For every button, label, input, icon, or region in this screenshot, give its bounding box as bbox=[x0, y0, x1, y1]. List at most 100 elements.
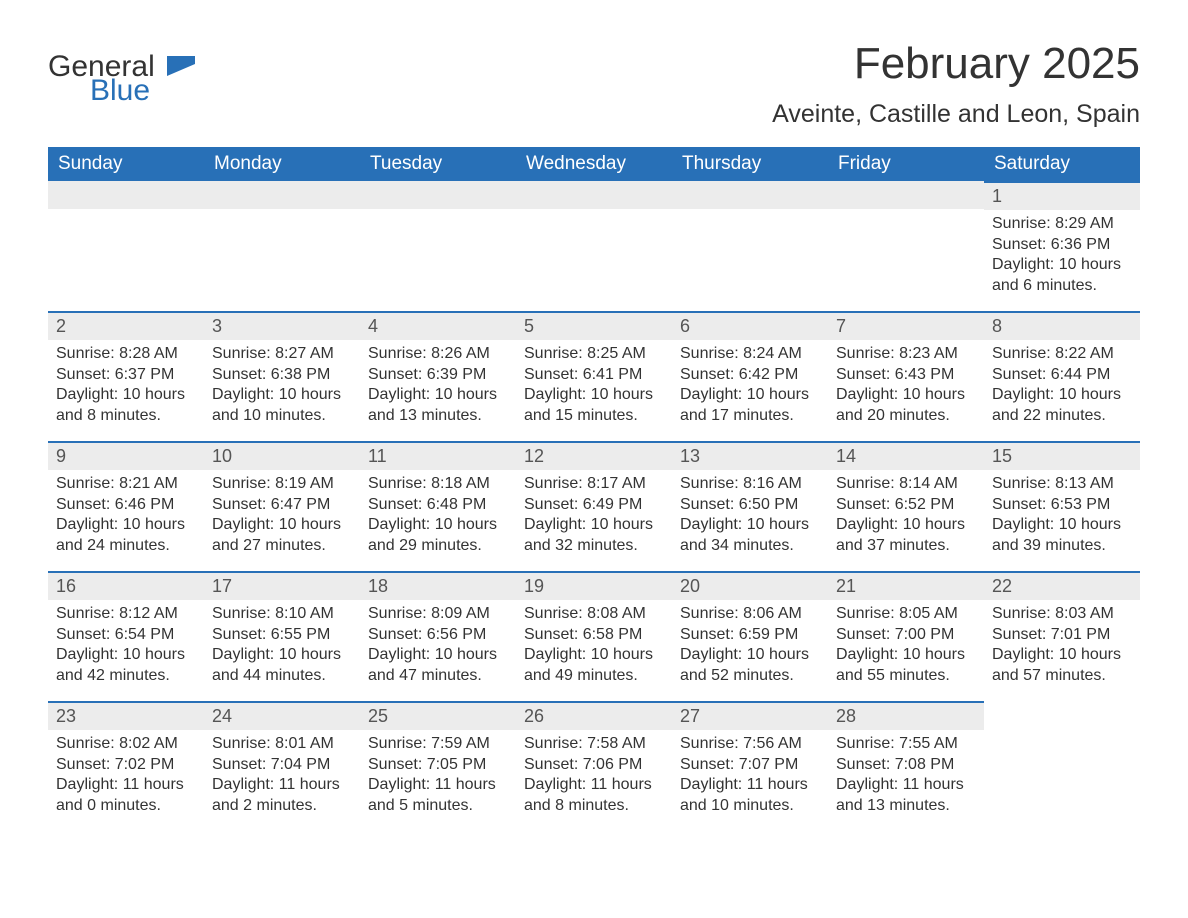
calendar-day: 24Sunrise: 8:01 AMSunset: 7:04 PMDayligh… bbox=[204, 701, 360, 831]
calendar-day: 18Sunrise: 8:09 AMSunset: 6:56 PMDayligh… bbox=[360, 571, 516, 701]
day-number: 21 bbox=[828, 571, 984, 600]
daylight-text: Daylight: 10 hours and 22 minutes. bbox=[992, 385, 1132, 426]
sunset-text: Sunset: 7:04 PM bbox=[212, 755, 352, 775]
day-number: 13 bbox=[672, 441, 828, 470]
sunset-text: Sunset: 6:44 PM bbox=[992, 365, 1132, 385]
header: General Blue February 2025 Aveinte, Cast… bbox=[48, 40, 1140, 129]
sunset-text: Sunset: 6:39 PM bbox=[368, 365, 508, 385]
sunrise-text: Sunrise: 8:27 AM bbox=[212, 344, 352, 364]
sunrise-text: Sunrise: 8:18 AM bbox=[368, 474, 508, 494]
day-details: Sunrise: 8:09 AMSunset: 6:56 PMDaylight:… bbox=[360, 600, 516, 696]
daylight-text: Daylight: 11 hours and 0 minutes. bbox=[56, 775, 196, 816]
sunrise-text: Sunrise: 8:21 AM bbox=[56, 474, 196, 494]
day-number: 8 bbox=[984, 311, 1140, 340]
day-details: Sunrise: 8:13 AMSunset: 6:53 PMDaylight:… bbox=[984, 470, 1140, 566]
sunset-text: Sunset: 6:54 PM bbox=[56, 625, 196, 645]
day-details: Sunrise: 8:29 AMSunset: 6:36 PMDaylight:… bbox=[984, 210, 1140, 306]
sunset-text: Sunset: 6:59 PM bbox=[680, 625, 820, 645]
day-number: 17 bbox=[204, 571, 360, 600]
daylight-text: Daylight: 10 hours and 44 minutes. bbox=[212, 645, 352, 686]
calendar-day: 4Sunrise: 8:26 AMSunset: 6:39 PMDaylight… bbox=[360, 311, 516, 441]
calendar-day: 3Sunrise: 8:27 AMSunset: 6:38 PMDaylight… bbox=[204, 311, 360, 441]
calendar-day: 28Sunrise: 7:55 AMSunset: 7:08 PMDayligh… bbox=[828, 701, 984, 831]
sunset-text: Sunset: 7:07 PM bbox=[680, 755, 820, 775]
day-number: 3 bbox=[204, 311, 360, 340]
day-number: 4 bbox=[360, 311, 516, 340]
day-details: Sunrise: 8:06 AMSunset: 6:59 PMDaylight:… bbox=[672, 600, 828, 696]
day-number: 14 bbox=[828, 441, 984, 470]
calendar-week: 1Sunrise: 8:29 AMSunset: 6:36 PMDaylight… bbox=[48, 181, 1140, 311]
sunrise-text: Sunrise: 8:24 AM bbox=[680, 344, 820, 364]
day-details: Sunrise: 7:59 AMSunset: 7:05 PMDaylight:… bbox=[360, 730, 516, 826]
sunrise-text: Sunrise: 8:12 AM bbox=[56, 604, 196, 624]
sunset-text: Sunset: 6:58 PM bbox=[524, 625, 664, 645]
calendar-day: 26Sunrise: 7:58 AMSunset: 7:06 PMDayligh… bbox=[516, 701, 672, 831]
day-details: Sunrise: 8:28 AMSunset: 6:37 PMDaylight:… bbox=[48, 340, 204, 436]
sunrise-text: Sunrise: 8:25 AM bbox=[524, 344, 664, 364]
location-label: Aveinte, Castille and Leon, Spain bbox=[772, 100, 1140, 129]
daylight-text: Daylight: 10 hours and 10 minutes. bbox=[212, 385, 352, 426]
day-number: 19 bbox=[516, 571, 672, 600]
calendar-week: 2Sunrise: 8:28 AMSunset: 6:37 PMDaylight… bbox=[48, 311, 1140, 441]
calendar-day: 8Sunrise: 8:22 AMSunset: 6:44 PMDaylight… bbox=[984, 311, 1140, 441]
calendar-day: 16Sunrise: 8:12 AMSunset: 6:54 PMDayligh… bbox=[48, 571, 204, 701]
sunset-text: Sunset: 6:46 PM bbox=[56, 495, 196, 515]
daylight-text: Daylight: 11 hours and 5 minutes. bbox=[368, 775, 508, 816]
calendar-head: SundayMondayTuesdayWednesdayThursdayFrid… bbox=[48, 147, 1140, 181]
calendar-table: SundayMondayTuesdayWednesdayThursdayFrid… bbox=[48, 147, 1140, 831]
day-details: Sunrise: 8:21 AMSunset: 6:46 PMDaylight:… bbox=[48, 470, 204, 566]
daylight-text: Daylight: 10 hours and 6 minutes. bbox=[992, 255, 1132, 296]
calendar-day: 15Sunrise: 8:13 AMSunset: 6:53 PMDayligh… bbox=[984, 441, 1140, 571]
day-number: 5 bbox=[516, 311, 672, 340]
day-number: 27 bbox=[672, 701, 828, 730]
day-details: Sunrise: 8:19 AMSunset: 6:47 PMDaylight:… bbox=[204, 470, 360, 566]
daylight-text: Daylight: 10 hours and 32 minutes. bbox=[524, 515, 664, 556]
daylight-text: Daylight: 10 hours and 52 minutes. bbox=[680, 645, 820, 686]
calendar-day: 27Sunrise: 7:56 AMSunset: 7:07 PMDayligh… bbox=[672, 701, 828, 831]
day-number: 24 bbox=[204, 701, 360, 730]
calendar-week: 16Sunrise: 8:12 AMSunset: 6:54 PMDayligh… bbox=[48, 571, 1140, 701]
sunrise-text: Sunrise: 8:26 AM bbox=[368, 344, 508, 364]
day-details: Sunrise: 8:12 AMSunset: 6:54 PMDaylight:… bbox=[48, 600, 204, 696]
sunrise-text: Sunrise: 8:23 AM bbox=[836, 344, 976, 364]
day-details: Sunrise: 8:17 AMSunset: 6:49 PMDaylight:… bbox=[516, 470, 672, 566]
calendar-week: 23Sunrise: 8:02 AMSunset: 7:02 PMDayligh… bbox=[48, 701, 1140, 831]
sunset-text: Sunset: 6:56 PM bbox=[368, 625, 508, 645]
daylight-text: Daylight: 10 hours and 37 minutes. bbox=[836, 515, 976, 556]
day-number: 18 bbox=[360, 571, 516, 600]
calendar-day: 7Sunrise: 8:23 AMSunset: 6:43 PMDaylight… bbox=[828, 311, 984, 441]
sunset-text: Sunset: 6:42 PM bbox=[680, 365, 820, 385]
sunset-text: Sunset: 6:55 PM bbox=[212, 625, 352, 645]
day-number: 25 bbox=[360, 701, 516, 730]
day-details: Sunrise: 8:25 AMSunset: 6:41 PMDaylight:… bbox=[516, 340, 672, 436]
daylight-text: Daylight: 10 hours and 29 minutes. bbox=[368, 515, 508, 556]
calendar-day: 25Sunrise: 7:59 AMSunset: 7:05 PMDayligh… bbox=[360, 701, 516, 831]
daylight-text: Daylight: 11 hours and 10 minutes. bbox=[680, 775, 820, 816]
sunrise-text: Sunrise: 8:14 AM bbox=[836, 474, 976, 494]
daylight-text: Daylight: 10 hours and 55 minutes. bbox=[836, 645, 976, 686]
sunset-text: Sunset: 7:08 PM bbox=[836, 755, 976, 775]
day-details: Sunrise: 8:16 AMSunset: 6:50 PMDaylight:… bbox=[672, 470, 828, 566]
calendar-day: 21Sunrise: 8:05 AMSunset: 7:00 PMDayligh… bbox=[828, 571, 984, 701]
day-number: 2 bbox=[48, 311, 204, 340]
day-details: Sunrise: 8:26 AMSunset: 6:39 PMDaylight:… bbox=[360, 340, 516, 436]
day-details: Sunrise: 8:05 AMSunset: 7:00 PMDaylight:… bbox=[828, 600, 984, 696]
sunrise-text: Sunrise: 8:10 AM bbox=[212, 604, 352, 624]
sunset-text: Sunset: 6:50 PM bbox=[680, 495, 820, 515]
day-number: 16 bbox=[48, 571, 204, 600]
day-number: 26 bbox=[516, 701, 672, 730]
sunrise-text: Sunrise: 7:55 AM bbox=[836, 734, 976, 754]
sunrise-text: Sunrise: 7:59 AM bbox=[368, 734, 508, 754]
page-title: February 2025 bbox=[772, 40, 1140, 88]
daylight-text: Daylight: 10 hours and 39 minutes. bbox=[992, 515, 1132, 556]
calendar-day: 2Sunrise: 8:28 AMSunset: 6:37 PMDaylight… bbox=[48, 311, 204, 441]
day-number: 15 bbox=[984, 441, 1140, 470]
sunset-text: Sunset: 7:00 PM bbox=[836, 625, 976, 645]
calendar-day: 19Sunrise: 8:08 AMSunset: 6:58 PMDayligh… bbox=[516, 571, 672, 701]
calendar-day: 22Sunrise: 8:03 AMSunset: 7:01 PMDayligh… bbox=[984, 571, 1140, 701]
weekday-header: Thursday bbox=[672, 147, 828, 181]
weekday-header: Saturday bbox=[984, 147, 1140, 181]
day-number: 23 bbox=[48, 701, 204, 730]
calendar-week: 9Sunrise: 8:21 AMSunset: 6:46 PMDaylight… bbox=[48, 441, 1140, 571]
day-number: 22 bbox=[984, 571, 1140, 600]
